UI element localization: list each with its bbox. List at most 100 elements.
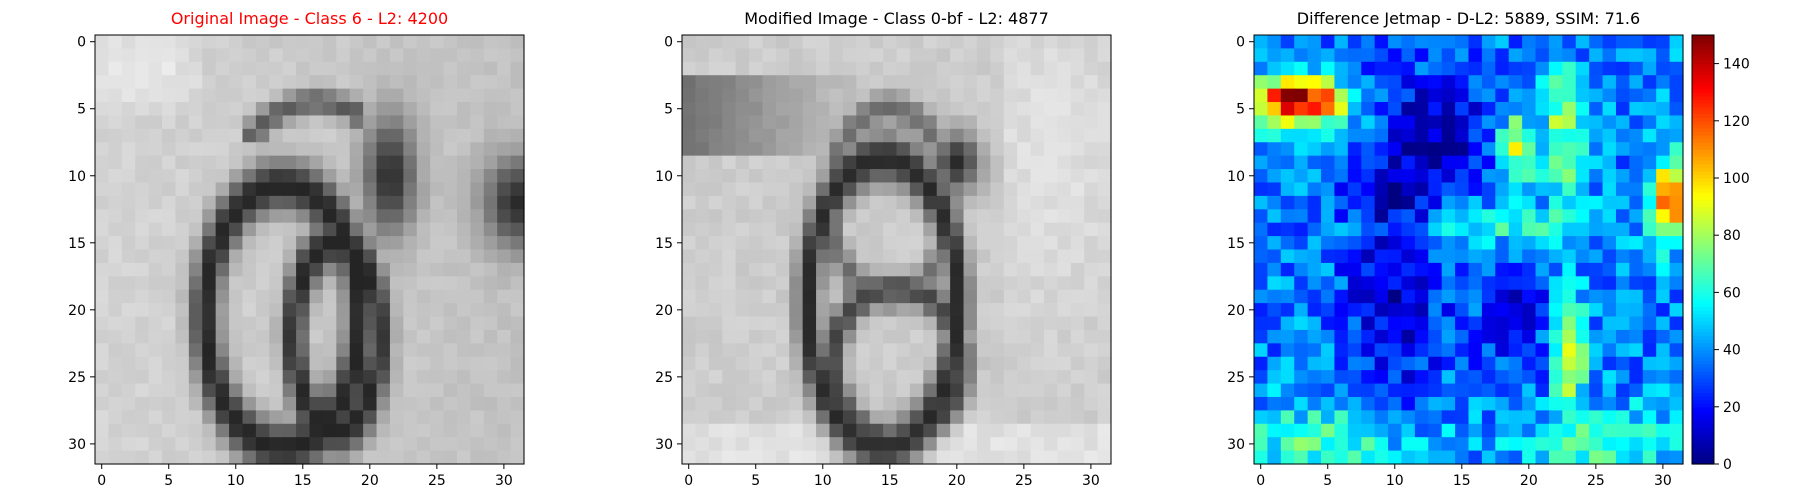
heatmap-cell: [1428, 142, 1443, 157]
heatmap-cell: [443, 236, 458, 251]
heatmap-cell: [1321, 48, 1336, 63]
heatmap-cell: [1522, 75, 1537, 90]
colorbar-segment: [1692, 145, 1714, 150]
heatmap-cell: [188, 410, 203, 425]
heatmap-cell: [1468, 115, 1483, 130]
heatmap-cell: [363, 329, 378, 344]
heatmap-cell: [735, 61, 750, 76]
heatmap-cell: [1589, 249, 1604, 264]
heatmap-cell: [963, 303, 978, 318]
heatmap-cell: [1254, 249, 1269, 264]
heatmap-cell: [1043, 209, 1058, 224]
heatmap-cell: [255, 356, 270, 371]
colorbar-segment: [1692, 67, 1714, 72]
heatmap-cell: [936, 102, 951, 117]
heatmap-cell: [1508, 222, 1523, 237]
heatmap-cell: [1441, 343, 1456, 358]
heatmap-cell: [749, 35, 764, 50]
heatmap-cell: [456, 262, 471, 277]
heatmap-cell: [242, 115, 257, 130]
heatmap-cell: [1468, 249, 1483, 264]
heatmap-cell: [363, 102, 378, 117]
heatmap-cell: [1321, 262, 1336, 277]
heatmap-cell: [1455, 115, 1470, 130]
heatmap-cell: [1294, 316, 1309, 331]
heatmap-cell: [309, 410, 324, 425]
heatmap-cell: [1656, 209, 1671, 224]
heatmap-cell: [456, 182, 471, 197]
heatmap-cell: [1057, 142, 1072, 157]
heatmap-cell: [1589, 155, 1604, 170]
colorbar-segment: [1692, 95, 1714, 100]
heatmap-cell: [976, 370, 991, 385]
heatmap-cell: [789, 450, 804, 465]
heatmap-cell: [242, 289, 257, 304]
heatmap-cell: [1589, 396, 1604, 411]
heatmap-cell: [1481, 88, 1496, 103]
heatmap-cell: [282, 236, 297, 251]
heatmap-cell: [336, 276, 351, 291]
heatmap-cell: [403, 410, 418, 425]
heatmap-cell: [896, 356, 911, 371]
heatmap-cell: [229, 48, 244, 63]
heatmap-cell: [1414, 222, 1429, 237]
heatmap-cell: [389, 262, 404, 277]
heatmap-cell: [1522, 343, 1537, 358]
colorbar-tick-label: 80: [1723, 228, 1741, 244]
heatmap-cell: [1043, 182, 1058, 197]
heatmap-cell: [722, 236, 737, 251]
colorbar-segment: [1692, 195, 1714, 201]
heatmap-cell: [510, 61, 525, 76]
heatmap-cell: [1495, 262, 1510, 277]
heatmap-cell: [497, 88, 512, 103]
heatmap-cell: [135, 48, 150, 63]
heatmap-cell: [722, 396, 737, 411]
heatmap-cell: [510, 222, 525, 237]
heatmap-cell: [1401, 169, 1416, 184]
heatmap-cell: [108, 356, 123, 371]
heatmap-cell: [1254, 35, 1269, 50]
heatmap-cell: [856, 423, 871, 438]
heatmap-cell: [789, 209, 804, 224]
heatmap-cell: [963, 316, 978, 331]
colorbar-segment: [1692, 56, 1714, 61]
heatmap-cell: [722, 423, 737, 438]
heatmap-cell: [1535, 303, 1550, 318]
heatmap-cell: [869, 437, 884, 452]
heatmap-cell: [923, 182, 938, 197]
heatmap-cell: [1347, 102, 1362, 117]
heatmap-cell: [1441, 437, 1456, 452]
heatmap-cell: [1388, 289, 1403, 304]
heatmap-cell: [389, 303, 404, 318]
heatmap-cell: [135, 102, 150, 117]
colorbar-segment: [1692, 102, 1714, 108]
heatmap-cell: [963, 48, 978, 63]
heatmap-cell: [1455, 276, 1470, 291]
heatmap-cell: [1522, 48, 1537, 63]
heatmap-cell: [175, 329, 190, 344]
heatmap-cell: [1280, 35, 1295, 50]
heatmap-cell: [456, 329, 471, 344]
heatmap-cell: [950, 423, 965, 438]
heatmap-cell: [869, 88, 884, 103]
heatmap-cell: [1057, 370, 1072, 385]
heatmap-cell: [443, 262, 458, 277]
heatmap-cell: [1321, 115, 1336, 130]
heatmap-cell: [282, 356, 297, 371]
heatmap-cell: [722, 102, 737, 117]
heatmap-cell: [1070, 48, 1085, 63]
heatmap-cell: [1642, 102, 1657, 117]
heatmap-cell: [108, 102, 123, 117]
heatmap-cell: [749, 289, 764, 304]
heatmap-cell: [856, 88, 871, 103]
heatmap-cell: [909, 75, 924, 90]
heatmap-cell: [349, 48, 364, 63]
heatmap-cell: [990, 370, 1005, 385]
y-tick-label: 10: [1227, 169, 1245, 185]
heatmap-cell: [1669, 316, 1684, 331]
heatmap-cell: [802, 48, 817, 63]
heatmap-cell: [1562, 289, 1577, 304]
heatmap-cell: [1468, 222, 1483, 237]
heatmap-cell: [1361, 316, 1376, 331]
heatmap-cell: [282, 437, 297, 452]
